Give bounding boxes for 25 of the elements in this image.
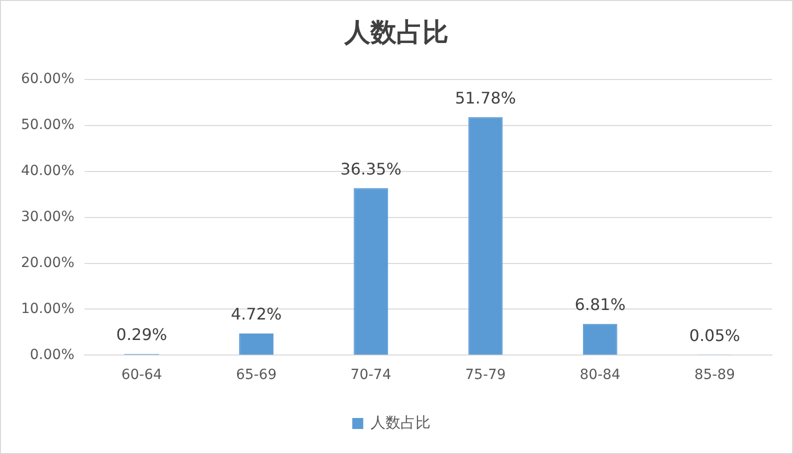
x-tick-label: 80-84 — [580, 367, 621, 384]
x-tick-label: 70-74 — [350, 367, 392, 384]
y-tick-label: 10.00% — [20, 300, 74, 317]
y-tick-label: 0.00% — [30, 346, 74, 363]
x-tick-label: 85-89 — [694, 367, 736, 384]
chart-title: 人数占比 — [343, 17, 450, 49]
data-label: 36.35% — [340, 159, 402, 178]
bar — [354, 188, 388, 355]
data-label: 0.29% — [116, 325, 168, 344]
legend-label: 人数占比 — [370, 413, 430, 432]
bar — [239, 334, 274, 355]
data-label: 51.78% — [454, 88, 516, 108]
x-tick-label: 75-79 — [465, 367, 506, 384]
x-tick-label: 65-69 — [236, 367, 277, 384]
bar — [582, 324, 618, 355]
data-label: 4.72% — [230, 304, 282, 324]
bar — [468, 117, 503, 355]
x-tick-label: 60-64 — [121, 367, 162, 384]
y-tick-label: 40.00% — [20, 162, 74, 179]
y-tick-label: 60.00% — [20, 71, 74, 88]
data-label: 6.81% — [574, 295, 626, 314]
data-label: 0.05% — [689, 326, 740, 346]
y-tick-label: 30.00% — [20, 208, 74, 225]
y-tick-label: 50.00% — [20, 117, 74, 134]
y-tick-label: 20.00% — [20, 254, 74, 271]
